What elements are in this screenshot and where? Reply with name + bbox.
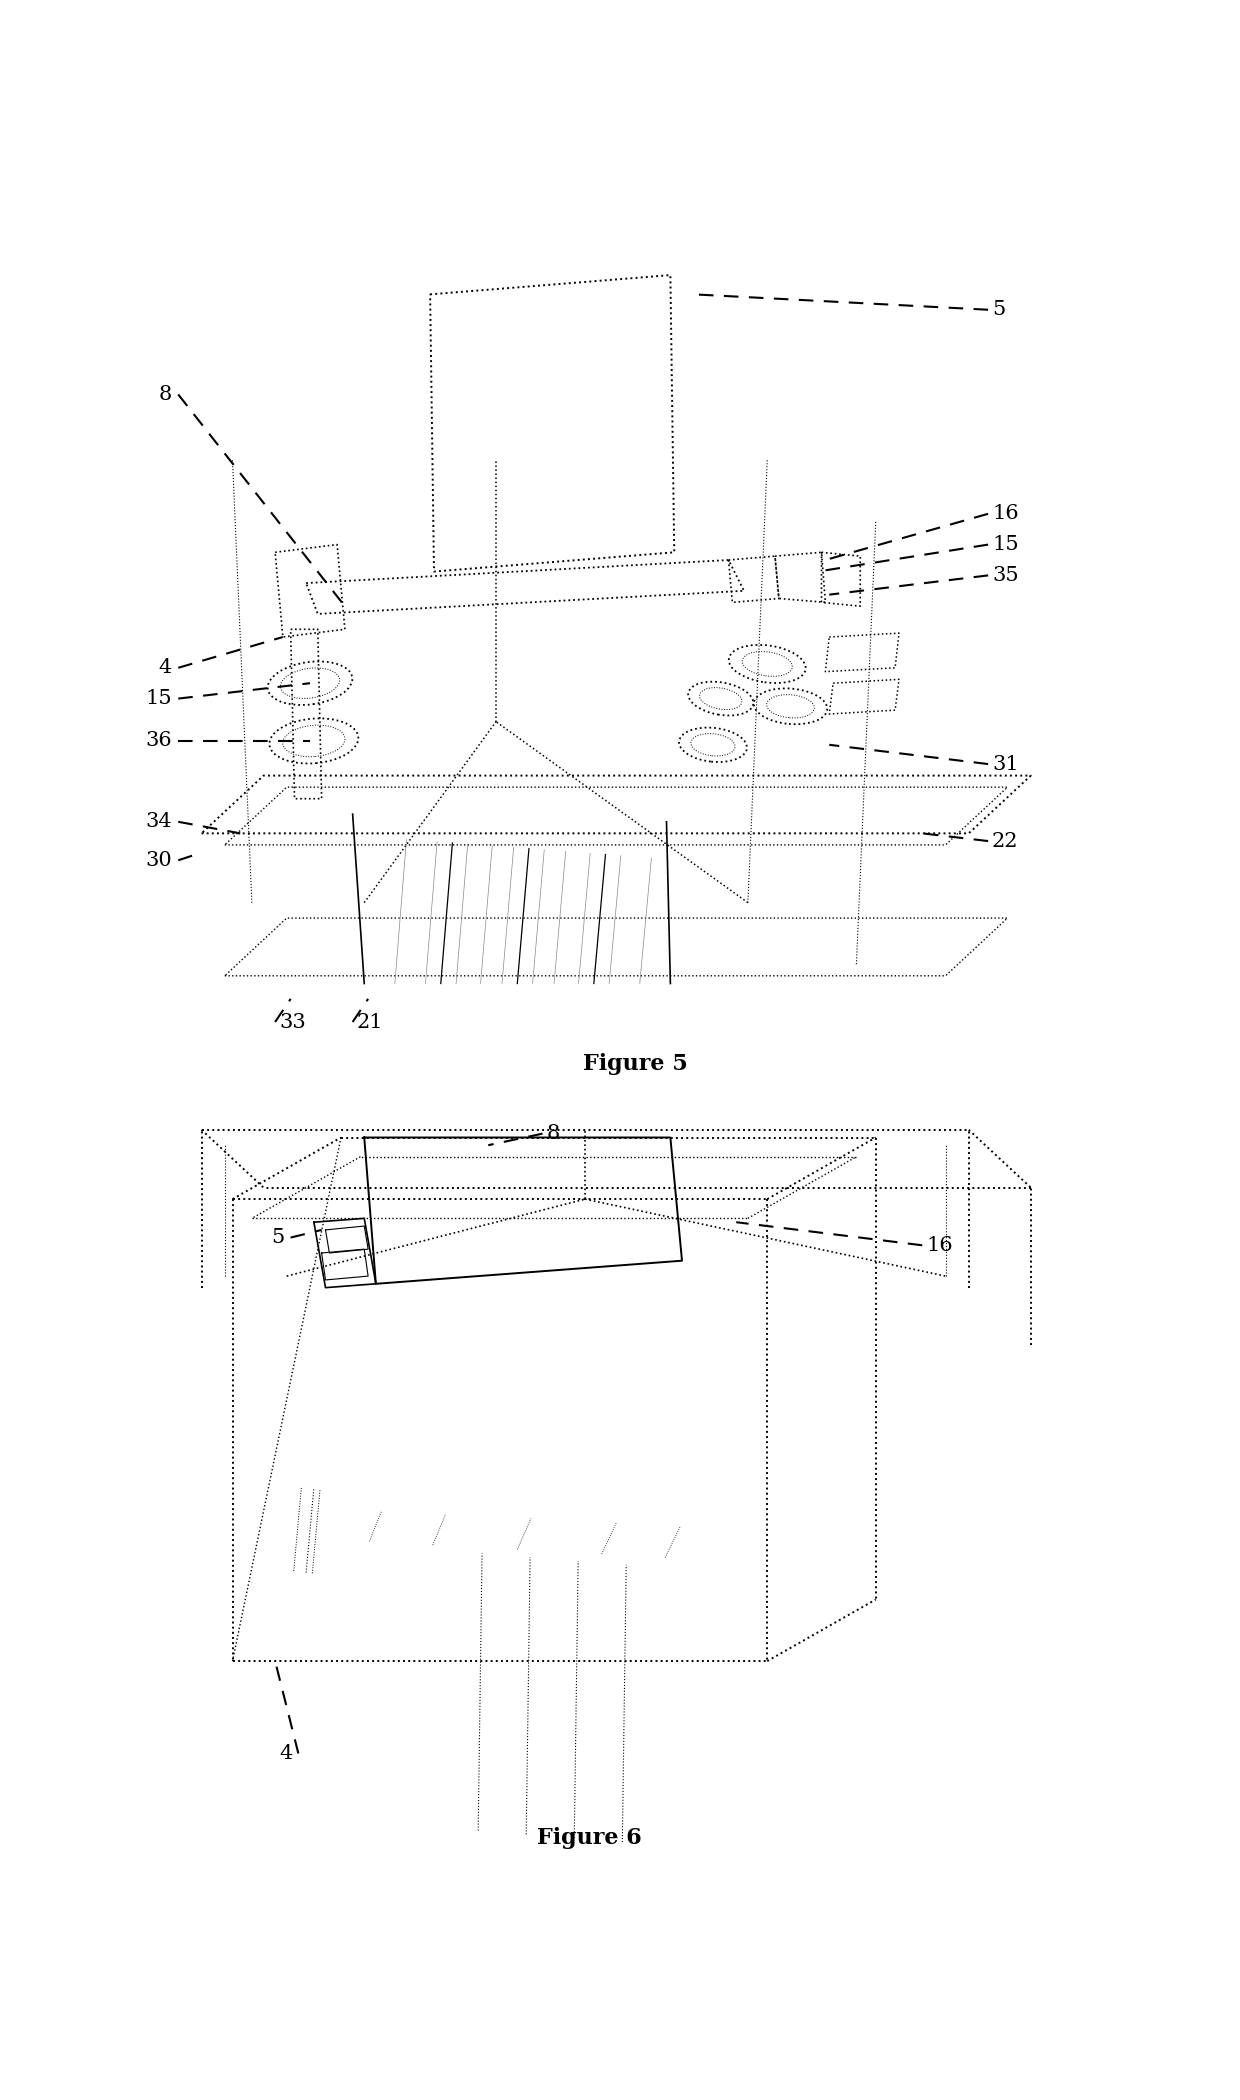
Text: 31: 31: [992, 754, 1019, 773]
Text: Figure 5: Figure 5: [583, 1054, 688, 1075]
Text: 16: 16: [992, 504, 1018, 523]
Text: 15: 15: [145, 689, 172, 708]
Text: 16: 16: [926, 1235, 952, 1256]
Text: 15: 15: [992, 536, 1018, 554]
Text: 5: 5: [272, 1228, 284, 1247]
Text: Figure 6: Figure 6: [537, 1827, 641, 1850]
Text: 33: 33: [279, 1012, 306, 1031]
Text: 35: 35: [992, 565, 1018, 586]
Text: 8: 8: [159, 384, 172, 403]
Text: 36: 36: [145, 731, 172, 750]
Text: 34: 34: [145, 813, 172, 832]
Text: 30: 30: [145, 850, 172, 869]
Text: 22: 22: [992, 832, 1018, 850]
Text: 21: 21: [357, 1012, 383, 1031]
Text: 5: 5: [992, 300, 1006, 319]
Text: 4: 4: [279, 1743, 293, 1764]
Text: 4: 4: [159, 657, 172, 678]
Text: 8: 8: [547, 1124, 559, 1142]
